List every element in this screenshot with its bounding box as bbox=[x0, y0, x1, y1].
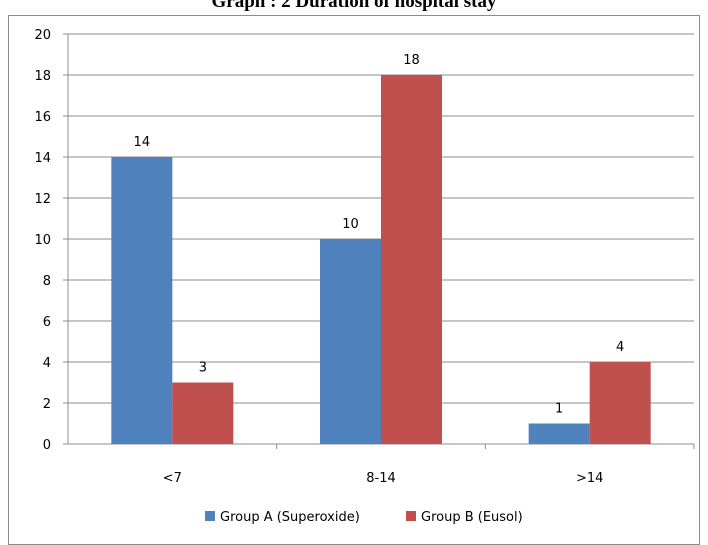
y-tick-label-6: 6 bbox=[43, 315, 51, 330]
bar-group-a-1 bbox=[320, 239, 381, 444]
x-tick-label-1: 8-14 bbox=[366, 471, 396, 486]
bar-group-a-0 bbox=[111, 157, 173, 444]
y-tick-label-0: 0 bbox=[43, 438, 51, 453]
legend-swatch-group-b bbox=[406, 511, 416, 521]
y-tick-label-8: 8 bbox=[43, 274, 51, 289]
y-tick-label-10: 10 bbox=[34, 233, 51, 248]
legend-label-group-a: Group A (Superoxide) bbox=[220, 510, 360, 525]
bar-group-b-0 bbox=[172, 382, 234, 444]
data-label-group-a-0: 14 bbox=[134, 135, 151, 150]
y-tick-label-16: 16 bbox=[34, 110, 51, 125]
y-tick-label-12: 12 bbox=[34, 192, 51, 207]
x-tick-label-0: <7 bbox=[163, 471, 182, 486]
y-tick-label-20: 20 bbox=[34, 28, 51, 43]
legend-label-group-b: Group B (Eusol) bbox=[421, 510, 523, 525]
data-label-group-a-2: 1 bbox=[555, 402, 563, 417]
y-tick-label-2: 2 bbox=[43, 397, 51, 412]
y-tick-label-14: 14 bbox=[34, 151, 51, 166]
legend-swatch-group-a bbox=[205, 511, 215, 521]
bar-group-a-2 bbox=[528, 423, 590, 444]
y-tick-label-4: 4 bbox=[43, 356, 51, 371]
data-label-group-b-1: 18 bbox=[403, 53, 420, 68]
data-label-group-b-2: 4 bbox=[616, 340, 624, 355]
y-tick-label-18: 18 bbox=[34, 69, 51, 84]
data-label-group-a-1: 10 bbox=[342, 217, 359, 232]
x-tick-label-2: >14 bbox=[576, 471, 603, 486]
bar-group-b-1 bbox=[381, 75, 442, 444]
chart-title: Graph : 2 Duration of hospital stay bbox=[211, 0, 497, 12]
bar-group-b-2 bbox=[589, 362, 651, 444]
data-label-group-b-0: 3 bbox=[199, 361, 207, 376]
